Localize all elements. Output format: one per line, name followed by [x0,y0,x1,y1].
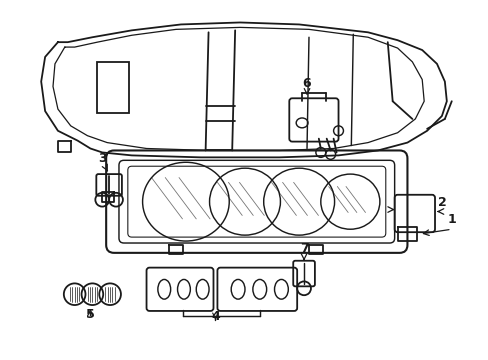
Bar [97,62,128,113]
Text: 6: 6 [302,77,311,90]
Text: 3: 3 [98,152,106,165]
Text: 1: 1 [447,213,455,226]
Text: 4: 4 [211,310,220,323]
Text: 7: 7 [299,242,308,255]
Text: 2: 2 [437,195,446,208]
Text: 5: 5 [86,308,95,321]
